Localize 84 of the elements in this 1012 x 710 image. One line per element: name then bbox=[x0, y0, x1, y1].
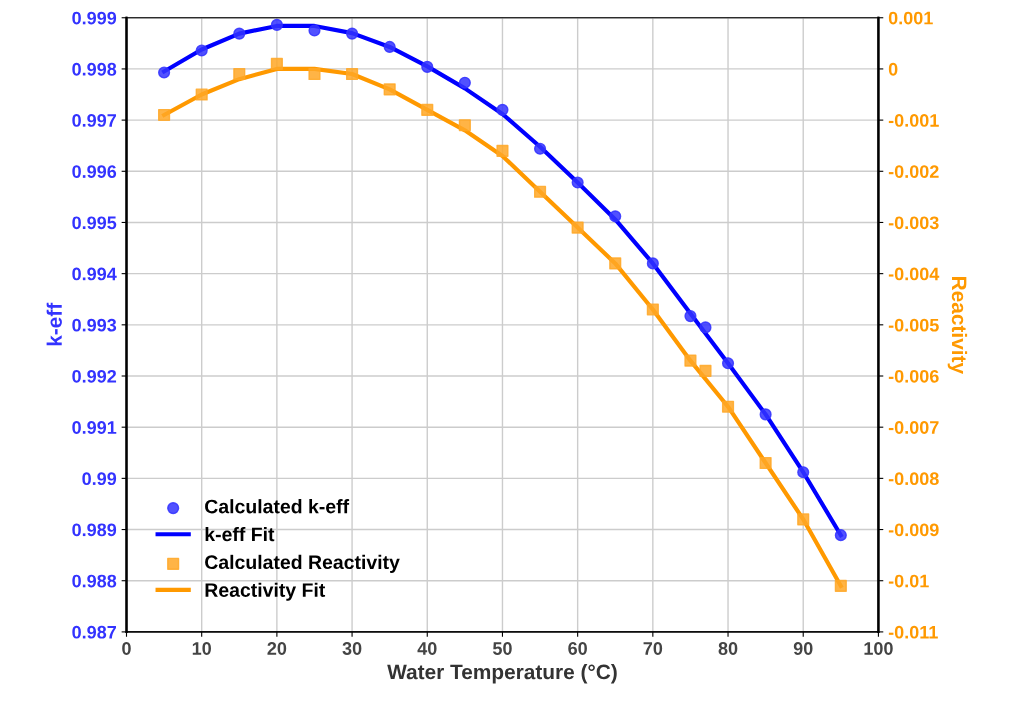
point bbox=[421, 103, 434, 116]
x-tick-label: 10 bbox=[192, 642, 211, 655]
point bbox=[158, 66, 171, 79]
point bbox=[308, 67, 321, 81]
y-tick-label: 0.99 bbox=[82, 472, 117, 486]
y2-tick-label: -0.011 bbox=[888, 625, 938, 639]
point bbox=[609, 210, 622, 223]
y2-tick-label: -0.005 bbox=[888, 318, 939, 332]
point bbox=[721, 400, 735, 413]
point bbox=[496, 144, 509, 157]
x-tick-label: 90 bbox=[793, 642, 813, 655]
point bbox=[609, 257, 622, 270]
point bbox=[684, 310, 697, 323]
y2-axis-title: Reactivity bbox=[947, 277, 968, 374]
point bbox=[346, 27, 359, 40]
point bbox=[383, 40, 396, 53]
point bbox=[797, 513, 810, 526]
x-tick-label: 70 bbox=[643, 642, 663, 655]
legend-label: Calculated Reactivity bbox=[205, 554, 400, 573]
y-tick-label: 0.987 bbox=[72, 625, 116, 639]
x-tick-label: 30 bbox=[342, 642, 362, 655]
legend-label: Calculated k-eff bbox=[205, 499, 350, 514]
y-tick-label: 0.989 bbox=[72, 523, 117, 537]
y-tick-label: 0.997 bbox=[72, 114, 116, 127]
point bbox=[496, 103, 509, 116]
y-tick-label: 0.992 bbox=[72, 369, 117, 383]
x-axis-title: Water Temperature (°C) bbox=[387, 664, 617, 684]
point bbox=[195, 44, 208, 57]
y2-tick-label: -0.006 bbox=[888, 369, 939, 383]
point bbox=[571, 176, 584, 189]
x-tick-label: 20 bbox=[267, 642, 287, 655]
y-tick-label: 0.994 bbox=[72, 267, 117, 281]
point bbox=[158, 108, 171, 122]
point bbox=[421, 60, 434, 73]
y-tick-label: 0.998 bbox=[72, 62, 117, 76]
y2-tick-label: 0.001 bbox=[888, 11, 933, 25]
x-tick-label: 80 bbox=[718, 642, 738, 655]
legend-label: Reactivity Fit bbox=[205, 582, 326, 601]
y2-tick-label: -0.002 bbox=[888, 165, 939, 179]
point bbox=[797, 466, 810, 479]
point bbox=[270, 57, 283, 70]
point bbox=[759, 456, 772, 470]
y2-tick-label: -0.009 bbox=[888, 523, 939, 537]
y-tick-label: 0.993 bbox=[72, 318, 117, 332]
point bbox=[721, 357, 735, 370]
y2-tick-label: -0.003 bbox=[888, 216, 939, 230]
point bbox=[699, 364, 712, 377]
y2-tick-label: 0 bbox=[888, 62, 898, 76]
point bbox=[383, 83, 396, 96]
point bbox=[270, 18, 283, 31]
point bbox=[308, 24, 321, 37]
y2-tick-label: -0.01 bbox=[888, 574, 929, 588]
y2-tick-label: -0.004 bbox=[888, 267, 940, 281]
point bbox=[458, 76, 471, 89]
point bbox=[233, 27, 246, 40]
point bbox=[684, 354, 697, 367]
x-tick-label: 40 bbox=[417, 642, 437, 655]
y2-tick-label: -0.008 bbox=[888, 472, 939, 486]
point bbox=[195, 88, 208, 101]
legend-label: k-eff Fit bbox=[205, 526, 275, 542]
point bbox=[699, 321, 712, 334]
y2-tick-label: -0.007 bbox=[888, 421, 939, 434]
point bbox=[834, 579, 847, 592]
y-tick-label: 0.999 bbox=[72, 11, 117, 25]
x-tick-label: 0 bbox=[122, 642, 131, 655]
x-tick-label: 60 bbox=[568, 642, 587, 655]
y-tick-label: 0.996 bbox=[72, 165, 117, 179]
x-tick-label: 50 bbox=[492, 642, 512, 655]
point bbox=[533, 185, 547, 198]
point bbox=[458, 119, 471, 132]
point bbox=[834, 529, 847, 542]
y-tick-label: 0.988 bbox=[72, 574, 117, 588]
point bbox=[759, 408, 772, 421]
y-tick-label: 0.991 bbox=[72, 421, 117, 434]
y-axis-title: k-eff bbox=[46, 302, 62, 346]
y-tick-label: 0.995 bbox=[72, 216, 117, 230]
point bbox=[571, 221, 584, 234]
point bbox=[533, 142, 547, 155]
point bbox=[646, 303, 659, 316]
point bbox=[646, 257, 659, 270]
y2-tick-label: -0.001 bbox=[888, 114, 939, 127]
point bbox=[346, 67, 359, 81]
x-tick-label: 100 bbox=[864, 642, 893, 655]
point bbox=[233, 67, 246, 81]
